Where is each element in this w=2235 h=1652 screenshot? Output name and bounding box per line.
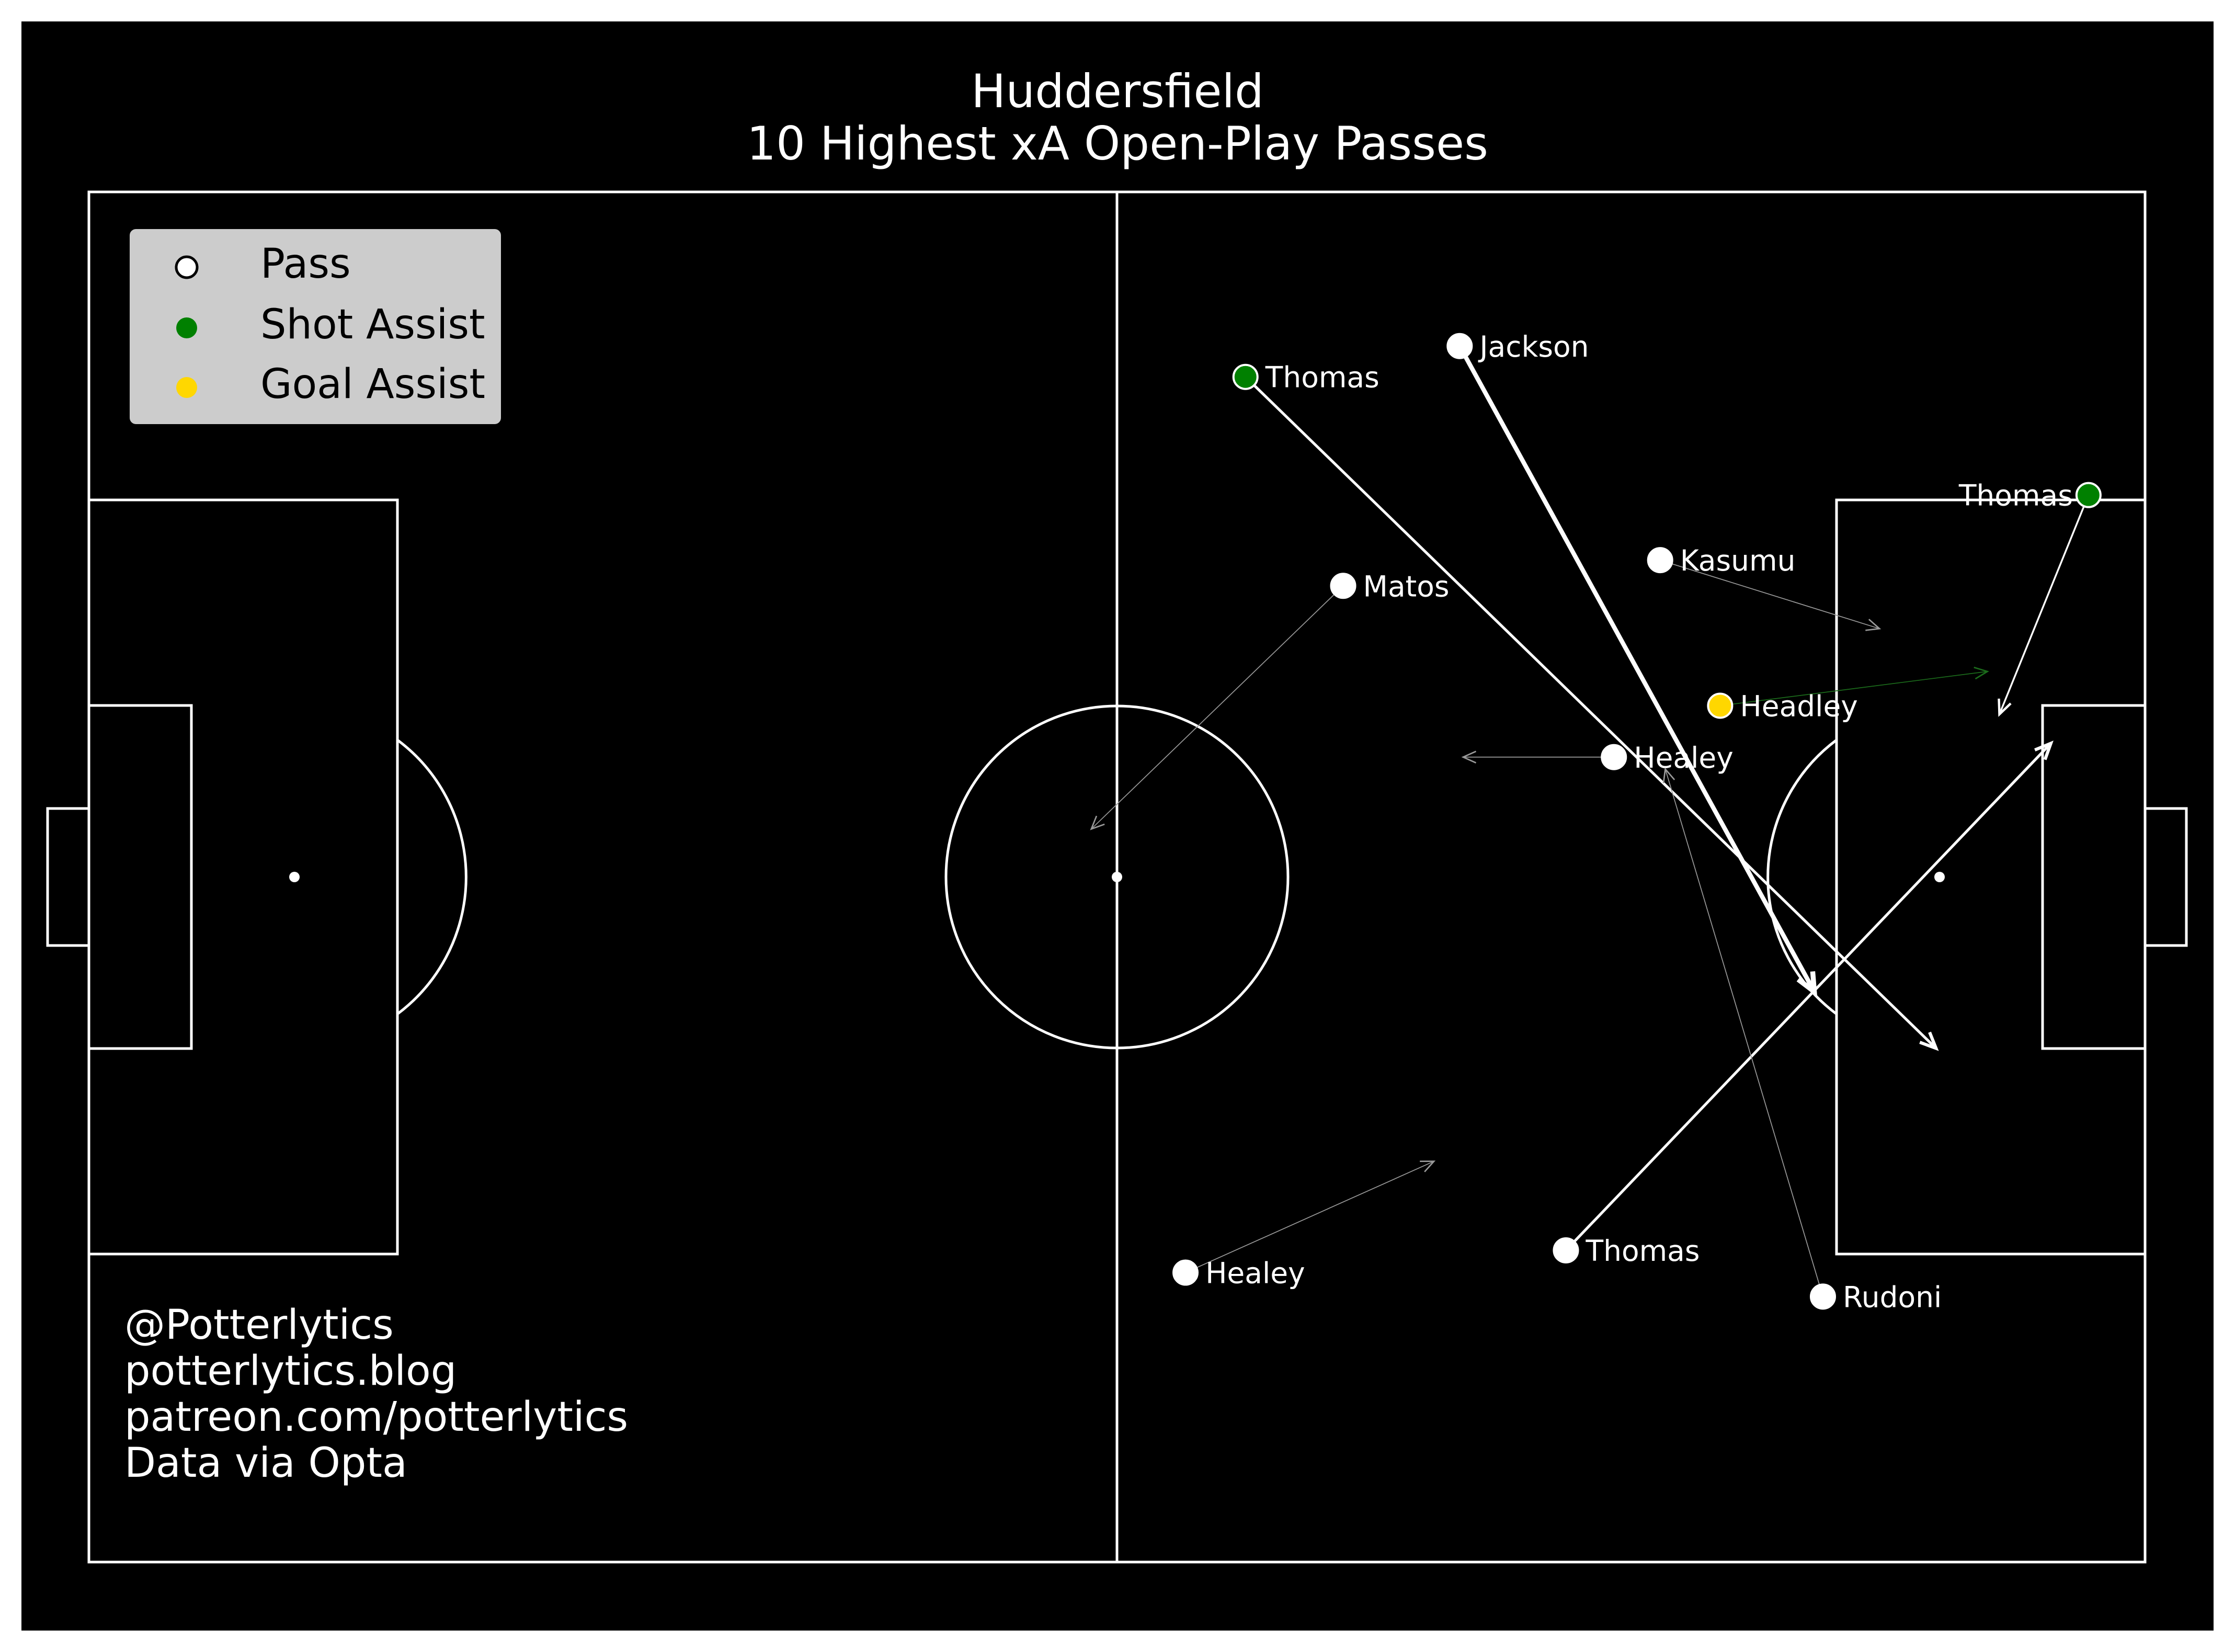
pass-player-label: Healey <box>1634 741 1734 774</box>
legend-marker-goal-assist <box>176 377 197 398</box>
pass-line <box>1185 1160 1434 1273</box>
credits-block: @Potterlytics potterlytics.blog patreon.… <box>124 1302 628 1487</box>
left-penalty-arc <box>396 738 467 1016</box>
pass-origin-marker <box>1707 692 1734 719</box>
centre-circle <box>944 704 1290 1050</box>
pass-player-label: Jackson <box>1478 330 1589 363</box>
pass-2: Jackson <box>1446 330 1818 997</box>
pass-origin-marker <box>1446 333 1473 359</box>
right-goal <box>2143 807 2188 947</box>
pass-player-label: Healey <box>1205 1257 1305 1290</box>
pass-player-label: Thomas <box>1265 361 1379 394</box>
left-goal <box>46 807 90 947</box>
pass-3: Kasumu <box>1647 544 1881 631</box>
pass-player-label: Thomas <box>1585 1234 1700 1268</box>
pass-arrowhead <box>1919 1031 1939 1051</box>
left-penalty-spot <box>289 872 300 882</box>
legend-label-goal-assist: Goal Assist <box>260 361 485 408</box>
pass-arrowhead <box>2034 740 2054 760</box>
pass-arrowhead <box>1998 698 2012 717</box>
pass-line <box>1244 375 1937 1050</box>
pass-10: Rudoni <box>1662 767 1942 1314</box>
pass-line <box>1457 345 1817 993</box>
pass-origin-marker <box>1330 573 1356 599</box>
pass-origin-marker <box>1647 547 1673 574</box>
pass-origin-marker <box>2075 482 2102 508</box>
pass-origin-marker <box>1172 1259 1199 1286</box>
pass-line <box>1998 495 2090 715</box>
right-penalty-spot <box>1934 872 1945 882</box>
pass-5: Headley <box>1707 666 1989 723</box>
pass-arrowhead <box>1865 619 1881 631</box>
pass-player-label: Kasumu <box>1680 544 1796 577</box>
pass-origin-marker <box>1553 1237 1579 1263</box>
legend-marker-pass <box>175 255 199 279</box>
pass-origin-marker <box>1232 363 1259 390</box>
pass-player-label: Headley <box>1740 690 1857 723</box>
legend-label-pass: Pass <box>260 241 351 288</box>
pass-1: Thomas <box>1232 361 1939 1051</box>
pass-player-label: Rudoni <box>1843 1280 1942 1314</box>
pass-arrows-layer: ThomasJacksonKasumuMatosHeadleyHealeyTho… <box>1090 330 2102 1314</box>
pass-8: Healey <box>1172 1160 1436 1290</box>
pass-line <box>1091 585 1344 829</box>
legend-label-shot-assist: Shot Assist <box>260 301 485 348</box>
pass-player-label: Thomas <box>1958 479 2073 512</box>
credit-blog: potterlytics.blog <box>124 1348 457 1395</box>
pass-6: Healey <box>1461 741 1734 774</box>
chart-subtitle: 10 Highest xA Open-Play Passes <box>747 117 1488 170</box>
pass-player-label: Matos <box>1363 569 1450 603</box>
pass-line <box>1660 560 1880 629</box>
chart-title: Huddersfield <box>971 64 1264 118</box>
pass-9: Thomas <box>1553 740 2054 1268</box>
credit-data-source: Data via Opta <box>124 1440 407 1487</box>
legend-box <box>130 229 501 424</box>
legend: Pass Shot Assist Goal Assist <box>130 229 501 424</box>
pass-arrowhead <box>1090 815 1105 830</box>
credit-twitter: @Potterlytics <box>124 1302 394 1349</box>
pass-line <box>1720 671 1988 707</box>
pass-arrowhead <box>1662 767 1675 783</box>
pass-7: Thomas <box>1958 479 2102 717</box>
pass-arrowhead <box>1974 666 1989 680</box>
pass-origin-marker <box>1809 1283 1836 1310</box>
pass-arrowhead <box>1420 1160 1436 1172</box>
pass-arrowhead <box>1461 750 1477 764</box>
legend-marker-shot-assist <box>176 317 197 338</box>
pass-line <box>1565 742 2052 1251</box>
pass-line <box>1664 769 1823 1297</box>
centre-spot <box>1112 872 1122 882</box>
credit-patreon: patreon.com/potterlytics <box>124 1394 628 1441</box>
pass-4: Matos <box>1090 569 1450 830</box>
pass-origin-marker <box>1601 744 1627 770</box>
